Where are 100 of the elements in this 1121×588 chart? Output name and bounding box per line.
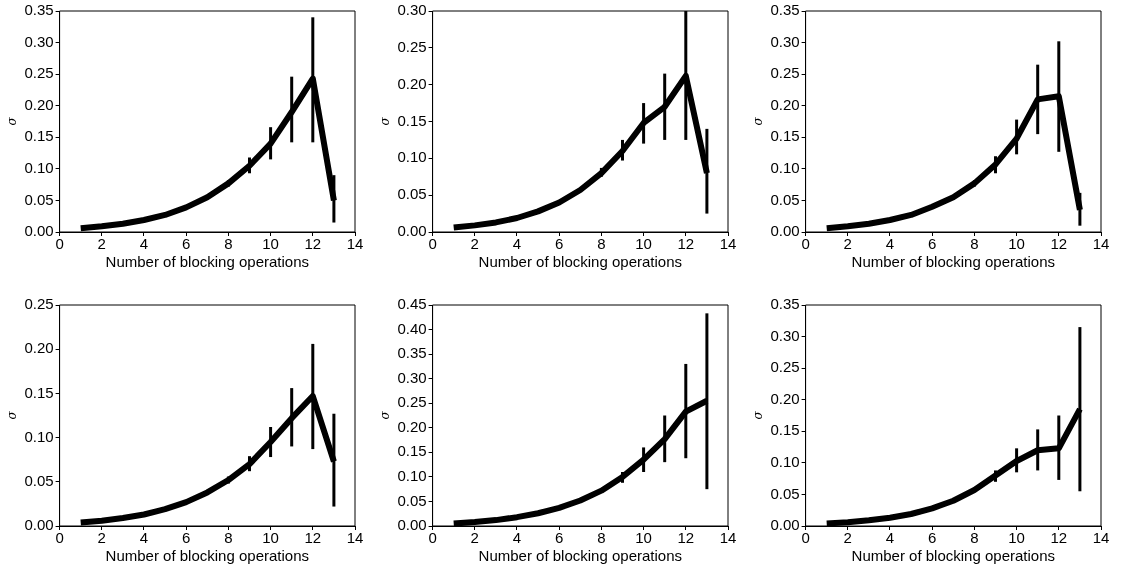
y-tick-label: 0.35 [24, 1, 54, 19]
x-tick-label: 6 [182, 235, 191, 253]
y-tick-label: 0.00 [397, 516, 427, 534]
x-axis-title: Number of blocking operations [478, 253, 683, 271]
x-tick-label: 6 [928, 529, 937, 547]
x-tick-label: 4 [512, 235, 522, 253]
y-axis-title: σ [378, 410, 393, 420]
y-tick-label: 0.10 [24, 159, 54, 176]
y-tick-label: 0.00 [24, 516, 54, 534]
y-tick-label: 0.25 [770, 64, 800, 82]
x-tick-label: 12 [1050, 529, 1068, 547]
x-tick-label: 8 [970, 235, 979, 253]
x-tick-label: 0 [428, 235, 437, 253]
x-tick-label: 0 [55, 529, 64, 547]
x-tick-label: 0 [801, 235, 810, 253]
x-tick-label: 2 [470, 235, 479, 253]
x-tick-label: 2 [97, 235, 106, 253]
x-tick-label: 12 [1050, 235, 1068, 253]
x-tick-label: 8 [597, 529, 606, 547]
x-tick-label: 14 [719, 529, 737, 547]
y-tick-label: 0.30 [24, 32, 54, 50]
x-tick-label: 14 [1092, 235, 1110, 253]
x-tick-label: 10 [635, 529, 652, 547]
x-tick-label: 14 [1092, 529, 1110, 547]
y-tick-label: 0.20 [24, 95, 54, 113]
x-tick-label: 6 [182, 529, 191, 547]
x-tick-label: 8 [597, 235, 606, 253]
y-tick-label: 0.20 [397, 417, 427, 435]
x-tick-label: 10 [635, 235, 652, 253]
x-axis-title: Number of blocking operations [478, 547, 683, 565]
y-tick-label: 0.05 [397, 491, 427, 509]
y-tick-label: 0.05 [770, 190, 800, 208]
y-tick-label: 0.10 [24, 427, 54, 445]
x-axis-title: Number of blocking operations [105, 547, 310, 565]
y-tick-label: 0.25 [24, 64, 54, 82]
y-tick-label: 0.35 [770, 295, 800, 313]
y-tick-label: 0.20 [770, 389, 800, 407]
y-tick-label: 0.15 [24, 127, 54, 145]
x-tick-label: 12 [304, 529, 322, 547]
y-tick-label: 0.00 [770, 516, 800, 534]
y-tick-label: 0.10 [770, 159, 800, 176]
x-axis-title: Number of blocking operations [851, 547, 1056, 565]
x-tick-label: 10 [262, 529, 279, 547]
y-tick-label: 0.00 [397, 222, 427, 240]
x-tick-label: 12 [677, 529, 695, 547]
y-tick-label: 0.15 [397, 442, 427, 460]
y-tick-label: 0.05 [24, 471, 54, 489]
y-tick-label: 0.30 [770, 326, 800, 344]
y-tick-label: 0.25 [770, 358, 800, 376]
y-tick-label: 0.20 [397, 74, 427, 92]
x-tick-label: 2 [843, 529, 852, 547]
x-tick-label: 12 [304, 235, 322, 253]
x-tick-label: 10 [1008, 235, 1025, 253]
x-tick-label: 4 [885, 235, 895, 253]
x-tick-label: 8 [224, 235, 233, 253]
x-tick-label: 8 [970, 529, 979, 547]
x-tick-label: 6 [555, 529, 564, 547]
y-tick-label: 0.35 [770, 1, 800, 19]
y-tick-label: 0.30 [397, 1, 427, 19]
y-tick-label: 0.30 [397, 368, 427, 386]
y-tick-label: 0.15 [770, 421, 800, 439]
x-tick-label: 12 [677, 235, 695, 253]
y-axis-title: σ [751, 410, 766, 420]
y-tick-label: 0.40 [397, 319, 427, 337]
x-tick-label: 2 [843, 235, 852, 253]
y-tick-label: 0.15 [24, 383, 54, 401]
x-tick-label: 14 [346, 235, 364, 253]
y-tick-label: 0.45 [397, 295, 427, 313]
y-tick-label: 0.00 [24, 222, 54, 240]
y-tick-label: 0.15 [397, 111, 427, 129]
x-tick-label: 0 [55, 235, 64, 253]
x-tick-label: 4 [139, 235, 149, 253]
x-tick-label: 10 [262, 235, 279, 253]
y-tick-label: 0.15 [770, 127, 800, 145]
y-tick-label: 0.25 [397, 37, 427, 55]
y-tick-label: 0.25 [397, 393, 427, 411]
y-axis-title: σ [5, 116, 20, 126]
y-tick-label: 0.00 [770, 222, 800, 240]
y-axis-title: σ [5, 410, 20, 420]
x-tick-label: 14 [719, 235, 737, 253]
x-tick-label: 14 [346, 529, 364, 547]
x-tick-label: 8 [224, 529, 233, 547]
x-tick-label: 4 [885, 529, 895, 547]
x-tick-label: 2 [470, 529, 479, 547]
y-tick-label: 0.10 [397, 467, 427, 485]
x-tick-label: 0 [428, 529, 437, 547]
x-tick-label: 0 [801, 529, 810, 547]
y-tick-label: 0.05 [397, 185, 427, 203]
y-axis-title: σ [751, 116, 766, 126]
x-axis-title: Number of blocking operations [105, 253, 310, 271]
y-tick-label: 0.05 [24, 190, 54, 208]
y-tick-label: 0.10 [397, 148, 427, 166]
y-axis-title: σ [378, 116, 393, 126]
x-tick-label: 2 [97, 529, 106, 547]
y-tick-label: 0.05 [770, 484, 800, 502]
y-tick-label: 0.20 [24, 339, 54, 357]
y-tick-label: 0.35 [397, 344, 427, 362]
x-tick-label: 4 [139, 529, 149, 547]
y-tick-label: 0.20 [770, 95, 800, 113]
x-axis-title: Number of blocking operations [851, 253, 1056, 271]
